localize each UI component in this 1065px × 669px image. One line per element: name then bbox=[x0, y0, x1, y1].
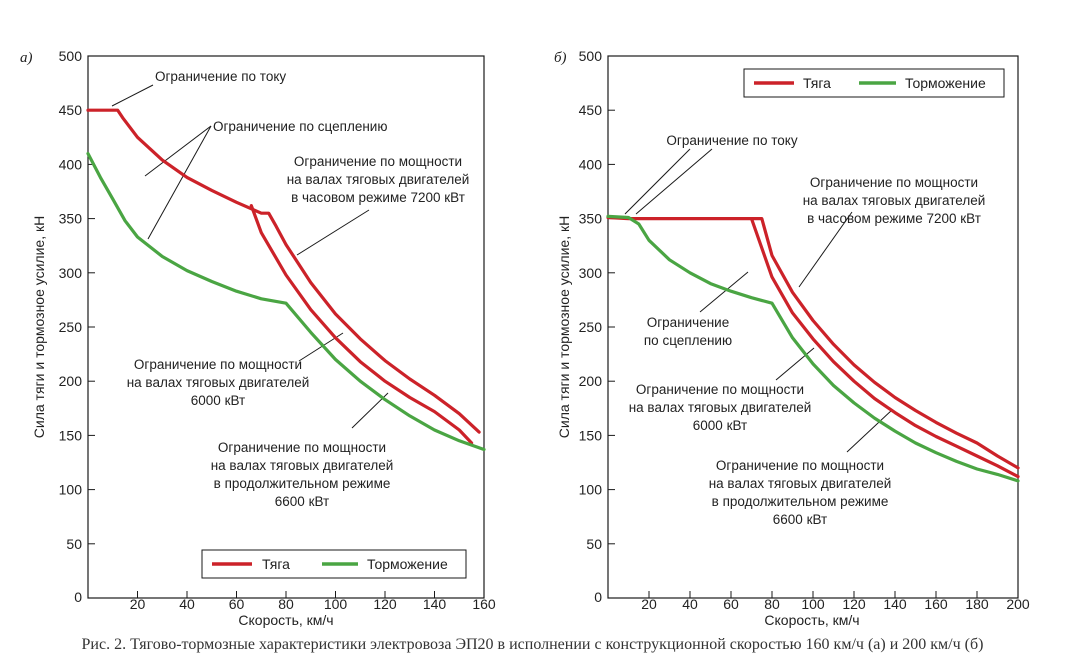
x-tick-label: 100 bbox=[801, 596, 825, 612]
annotation-leader-line bbox=[798, 211, 853, 288]
annotation-text: Ограничение по мощности bbox=[294, 154, 462, 169]
annotation-leader-line bbox=[775, 347, 815, 381]
y-tick-label: 500 bbox=[59, 48, 83, 64]
y-tick-label: 100 bbox=[59, 482, 83, 498]
chart-panel-a: а) 50 100 150 200 250 300 350 400 450 500 0 20 40 60 80… bbox=[20, 48, 496, 628]
x-tick-label: 140 bbox=[883, 596, 907, 612]
x-tick-label: 80 bbox=[764, 596, 780, 612]
chart-panel-b: б) 50 100 150 200 250 300 350 400 450 500 0 20 40 60 80… bbox=[554, 48, 1030, 628]
traction-line-1 bbox=[749, 217, 1020, 479]
annotation-text: на валах тяговых двигателей bbox=[211, 458, 394, 473]
annotation-text: по сцеплению bbox=[644, 333, 732, 348]
y-tick-label: 250 bbox=[59, 319, 83, 335]
y-tick-label: 300 bbox=[59, 265, 83, 281]
annotation-leader-line bbox=[624, 148, 691, 215]
annotation-leader-line bbox=[635, 148, 713, 215]
legend-label-braking: Торможение bbox=[905, 75, 986, 91]
legend: Тяга Торможение bbox=[201, 549, 467, 579]
plot-frame bbox=[87, 55, 485, 599]
y-tick-label: 350 bbox=[579, 211, 603, 227]
panel-label: б) bbox=[554, 50, 567, 66]
x-axis-label: Скорость, км/ч bbox=[238, 612, 333, 628]
y-tick-label: 450 bbox=[59, 102, 83, 118]
y-tick-label: 50 bbox=[66, 536, 82, 552]
annotation-text: в продолжительном режиме bbox=[712, 494, 889, 509]
braking-line-2 bbox=[86, 152, 486, 452]
figure-caption: Рис. 2. Тягово-тормозные характеристики … bbox=[81, 636, 984, 653]
y-tick-label: 400 bbox=[59, 156, 83, 172]
annotation-text: Ограничение по мощности bbox=[636, 382, 804, 397]
legend-label-traction: Тяга bbox=[262, 556, 290, 572]
y-axis-label: Сила тяги и тормозное усилие, кН bbox=[556, 216, 572, 438]
annotation-text: на валах тяговых двигателей bbox=[803, 193, 986, 208]
annotation-text: на валах тяговых двигателей bbox=[629, 400, 812, 415]
annotation-text: Ограничение по мощности bbox=[218, 440, 386, 455]
x-tick-label: 60 bbox=[229, 596, 245, 612]
y-tick-label: 250 bbox=[579, 319, 603, 335]
annotation-leader-line bbox=[147, 125, 212, 240]
annotation-text: Ограничение по току bbox=[155, 69, 286, 84]
y-tick-label: 200 bbox=[579, 373, 603, 389]
x-tick-label: 140 bbox=[423, 596, 447, 612]
x-tick-label: 0 bbox=[594, 589, 602, 605]
x-tick-label: 80 bbox=[278, 596, 294, 612]
y-tick-label: 500 bbox=[579, 48, 603, 64]
x-tick-label: 120 bbox=[373, 596, 397, 612]
x-tick-label: 200 bbox=[1006, 596, 1030, 612]
x-tick-label: 40 bbox=[682, 596, 698, 612]
y-tick-label: 100 bbox=[579, 482, 603, 498]
y-tick-label: 150 bbox=[579, 427, 603, 443]
braking-line-2 bbox=[606, 214, 1020, 483]
annotation-text: в продолжительном режиме bbox=[214, 476, 391, 491]
annotation-text: Ограничение по току bbox=[666, 133, 797, 148]
y-axis-label: Сила тяги и тормозное усилие, кН bbox=[31, 216, 47, 438]
annotation-text: Ограничение по сцеплению bbox=[213, 119, 387, 134]
annotation-text: на валах тяговых двигателей bbox=[709, 476, 892, 491]
x-tick-label: 20 bbox=[641, 596, 657, 612]
x-tick-label: 100 bbox=[324, 596, 348, 612]
annotation-text: 6600 кВт bbox=[773, 512, 827, 527]
traction-line-1 bbox=[249, 204, 474, 445]
x-tick-label: 60 bbox=[723, 596, 739, 612]
legend: Тяга Торможение bbox=[743, 68, 1005, 98]
x-axis-label: Скорость, км/ч bbox=[764, 612, 859, 628]
y-tick-label: 200 bbox=[59, 373, 83, 389]
annotation-text: 6000 кВт bbox=[693, 418, 747, 433]
annotation-leader-line bbox=[846, 409, 893, 453]
legend-label-traction: Тяга bbox=[803, 75, 831, 91]
x-tick-label: 120 bbox=[842, 596, 866, 612]
y-tick-label: 50 bbox=[586, 536, 602, 552]
annotation-text: в часовом режиме 7200 кВт bbox=[807, 211, 981, 226]
panel-label: а) bbox=[20, 50, 33, 66]
annotation-text: 6000 кВт bbox=[191, 393, 245, 408]
traction-line-0 bbox=[86, 108, 481, 434]
annotation-leader-line bbox=[144, 125, 212, 177]
annotation-leader-line bbox=[111, 84, 154, 107]
y-tick-label: 450 bbox=[579, 102, 603, 118]
y-tick-label: 150 bbox=[59, 427, 83, 443]
annotation-text: на валах тяговых двигателей bbox=[287, 172, 470, 187]
x-tick-label: 160 bbox=[472, 596, 496, 612]
annotation-leader-line bbox=[296, 209, 370, 256]
x-tick-label: 160 bbox=[924, 596, 948, 612]
annotation-text: Ограничение по мощности bbox=[134, 357, 302, 372]
x-tick-label: 180 bbox=[965, 596, 989, 612]
y-tick-label: 400 bbox=[579, 156, 603, 172]
y-tick-label: 300 bbox=[579, 265, 603, 281]
annotation-text: 6600 кВт bbox=[275, 494, 329, 509]
annotation-leader-line bbox=[699, 271, 749, 313]
x-tick-label: 40 bbox=[179, 596, 195, 612]
traction-line-0 bbox=[606, 215, 1020, 470]
annotation-text: Ограничение по мощности bbox=[716, 458, 884, 473]
legend-label-braking: Торможение bbox=[367, 556, 448, 572]
x-tick-label: 20 bbox=[130, 596, 146, 612]
annotation-text: Ограничение по мощности bbox=[810, 175, 978, 190]
annotation-text: в часовом режиме 7200 кВт bbox=[291, 190, 465, 205]
annotation-text: на валах тяговых двигателей bbox=[127, 375, 310, 390]
x-tick-label: 0 bbox=[74, 589, 82, 605]
y-tick-label: 350 bbox=[59, 211, 83, 227]
annotation-text: Ограничение bbox=[647, 315, 729, 330]
